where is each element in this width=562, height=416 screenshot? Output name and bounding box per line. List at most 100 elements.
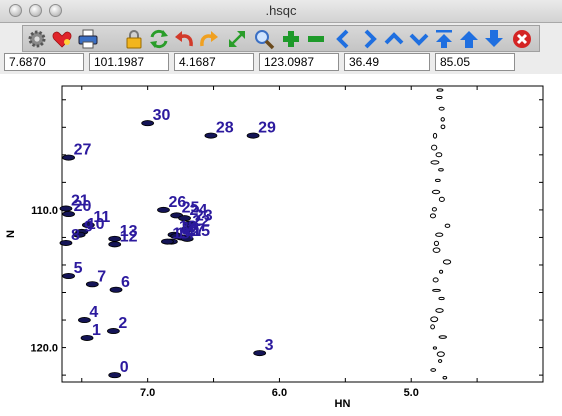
field-n-max[interactable]: 123.0987 [259, 53, 339, 71]
peak-contour[interactable] [108, 372, 122, 379]
peak-contour[interactable] [180, 235, 194, 242]
close-window-button[interactable] [9, 4, 22, 17]
peak-contour[interactable] [108, 241, 122, 248]
peak-contour[interactable] [59, 239, 73, 246]
peak-label: 20 [74, 198, 92, 215]
noise-contour [434, 178, 441, 183]
arrow-up-icon[interactable] [383, 28, 405, 50]
noise-contour [437, 359, 443, 363]
noise-contour [435, 308, 444, 313]
arrow-down-circle-icon[interactable] [483, 28, 505, 50]
noise-contour [430, 324, 435, 330]
peak-contour[interactable] [109, 286, 123, 293]
x-axis-label: HN [335, 398, 351, 410]
noise-contour [432, 288, 441, 292]
peak-label: 4 [89, 304, 98, 321]
peak-contour[interactable] [106, 328, 120, 335]
field-n-min[interactable]: 101.1987 [89, 53, 169, 71]
peak-label: 23 [195, 208, 213, 225]
noise-contour [442, 259, 452, 265]
x-tick-label: 7.0 [140, 387, 155, 399]
arrow-up-circle-icon[interactable] [458, 28, 480, 50]
peak-contour[interactable] [85, 281, 99, 288]
heart-icon[interactable] [51, 28, 73, 50]
noise-contour [432, 277, 439, 283]
peak-contour[interactable] [72, 231, 86, 238]
noise-contour [430, 316, 439, 323]
noise-contour [432, 247, 441, 253]
noise-contour [431, 144, 438, 151]
undo-icon[interactable] [173, 28, 195, 50]
refresh-icon[interactable] [148, 28, 170, 50]
peak-contour[interactable] [59, 205, 73, 212]
lock-icon[interactable] [123, 28, 145, 50]
title-bar: .hsqc [0, 0, 562, 23]
redo-icon[interactable] [198, 28, 220, 50]
zoom-icon[interactable] [253, 28, 275, 50]
minus-icon[interactable] [305, 28, 327, 50]
close-icon[interactable] [511, 28, 533, 50]
peak-contour[interactable] [78, 317, 91, 324]
peak-contour[interactable] [141, 120, 155, 127]
noise-column [429, 88, 452, 380]
peak-label: 10 [87, 216, 105, 233]
peak-label: 22 [192, 213, 210, 230]
peak-contour[interactable] [62, 272, 75, 279]
field-contour-low[interactable]: 36.49 [344, 53, 430, 71]
arrow-down-icon[interactable] [408, 28, 430, 50]
noise-contour [438, 196, 445, 203]
zoom-window-button[interactable] [49, 4, 62, 17]
x-tick-label: 5.0 [404, 387, 419, 399]
gear-icon[interactable] [26, 28, 48, 50]
noise-contour [438, 296, 445, 301]
noise-contour [438, 106, 445, 111]
peak-label: 9 [84, 219, 93, 236]
peak-contour[interactable] [80, 334, 94, 341]
peak-label: 15 [192, 223, 210, 240]
printer-icon[interactable] [77, 28, 99, 50]
noise-contour [439, 269, 444, 274]
peak-contour[interactable] [62, 211, 75, 218]
noise-contour [438, 335, 447, 339]
arrow-right-icon[interactable] [358, 28, 380, 50]
arrow-left-icon[interactable] [333, 28, 355, 50]
noise-contour [432, 346, 438, 350]
noise-contour [431, 207, 437, 212]
noise-contour [436, 351, 445, 357]
peak-contour[interactable] [183, 220, 197, 227]
peak-label: 26 [168, 194, 186, 211]
noise-contour [438, 168, 444, 172]
peak-contour[interactable] [170, 233, 184, 240]
field-hn-min[interactable]: 7.6870 [4, 53, 84, 71]
plus-icon[interactable] [280, 28, 302, 50]
minimize-window-button[interactable] [29, 4, 42, 17]
peak-label: 28 [216, 120, 234, 137]
peak-contour[interactable] [178, 215, 191, 222]
noise-contour [440, 117, 445, 122]
arrow-top-icon[interactable] [433, 28, 455, 50]
field-contour-high[interactable]: 85.05 [435, 53, 515, 71]
peak-label: 0 [120, 359, 129, 376]
peak-label: 30 [153, 107, 171, 124]
spectrum-plot-area[interactable]: 7.0 6.0 5.0 110.0 120.0 30 28 29 27 21 20 11 10 9 8 13… [0, 74, 562, 416]
y-axis-label: N [5, 230, 17, 238]
window-title: .hsqc [265, 3, 297, 18]
peak-label: 24 [190, 202, 208, 219]
peak-label: 29 [258, 120, 276, 137]
peak-label: 6 [121, 274, 130, 291]
expand-icon[interactable] [226, 28, 248, 50]
peak-contour[interactable] [253, 350, 267, 357]
peak-contour[interactable] [81, 222, 95, 229]
peak-contour[interactable] [62, 154, 75, 161]
peak-contour[interactable] [204, 132, 218, 139]
noise-contour [436, 95, 443, 100]
peak-label: 16 [182, 220, 200, 237]
peak-contour[interactable] [246, 132, 260, 139]
field-hn-max[interactable]: 4.1687 [174, 53, 254, 71]
peak-contour[interactable] [180, 226, 194, 233]
peak-contour[interactable] [161, 238, 174, 245]
peak-contour[interactable] [157, 206, 170, 213]
toolbar [22, 25, 540, 52]
